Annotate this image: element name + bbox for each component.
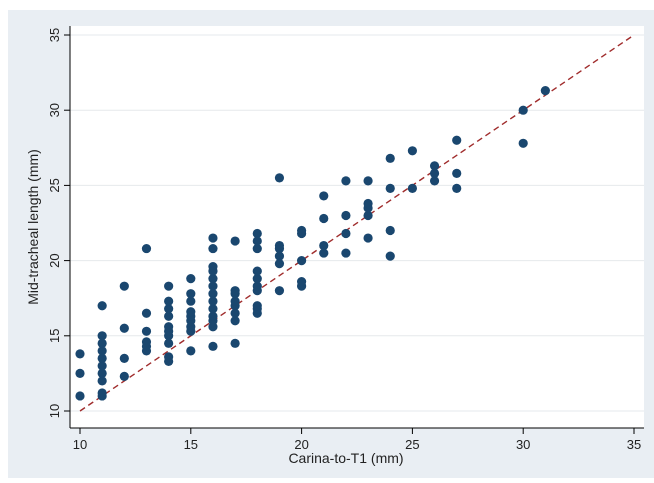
data-point (98, 301, 107, 310)
data-point (120, 282, 129, 291)
y-tick-label: 25 (47, 178, 62, 192)
data-point (142, 337, 151, 346)
data-point (186, 346, 195, 355)
data-point (297, 256, 306, 265)
data-point (98, 331, 107, 340)
data-point (386, 154, 395, 163)
data-point (208, 342, 217, 351)
data-point (541, 86, 550, 95)
data-point (519, 106, 528, 115)
data-point (297, 277, 306, 286)
x-tick-label: 15 (184, 437, 198, 452)
data-point (253, 301, 262, 310)
y-tick-label: 20 (47, 253, 62, 267)
data-point (164, 282, 173, 291)
data-point (120, 354, 129, 363)
data-point (164, 297, 173, 306)
y-tick-label: 15 (47, 329, 62, 343)
data-point (231, 339, 240, 348)
data-point (363, 199, 372, 208)
data-point (98, 388, 107, 397)
data-point (319, 214, 328, 223)
y-tick-label: 30 (47, 103, 62, 117)
data-point (519, 139, 528, 148)
data-point (319, 191, 328, 200)
data-point (120, 324, 129, 333)
x-tick-label: 35 (627, 437, 641, 452)
data-point (319, 241, 328, 250)
data-point (275, 241, 284, 250)
data-point (142, 327, 151, 336)
x-tick-label: 10 (73, 437, 87, 452)
data-point (231, 286, 240, 295)
data-point (297, 226, 306, 235)
data-point (341, 229, 350, 238)
plot-area (70, 26, 644, 428)
data-point (452, 169, 461, 178)
y-axis-title: Mid-tracheal length (mm) (25, 149, 41, 305)
data-point (386, 226, 395, 235)
data-point (186, 274, 195, 283)
data-point (186, 307, 195, 316)
data-point (386, 251, 395, 260)
data-point (164, 322, 173, 331)
data-point (408, 146, 417, 155)
data-point (164, 352, 173, 361)
data-point (452, 136, 461, 145)
data-point (186, 289, 195, 298)
data-point (430, 161, 439, 170)
data-point (253, 267, 262, 276)
data-point (208, 233, 217, 242)
data-point (275, 173, 284, 182)
data-point (363, 233, 372, 242)
data-point (142, 309, 151, 318)
data-point (120, 372, 129, 381)
data-point (452, 184, 461, 193)
data-point (341, 176, 350, 185)
x-axis-title: Carina-to-T1 (mm) (288, 450, 403, 466)
x-tick-label: 25 (405, 437, 419, 452)
data-point (142, 244, 151, 253)
data-point (208, 244, 217, 253)
y-tick-label: 10 (47, 404, 62, 418)
data-point (75, 369, 84, 378)
data-point (208, 262, 217, 271)
data-point (341, 211, 350, 220)
data-point (363, 176, 372, 185)
data-point (275, 286, 284, 295)
data-point (341, 248, 350, 257)
y-tick-label: 35 (47, 28, 62, 42)
data-point (231, 236, 240, 245)
data-point (75, 391, 84, 400)
data-point (253, 229, 262, 238)
data-point (386, 184, 395, 193)
x-tick-label: 30 (516, 437, 530, 452)
data-point (408, 184, 417, 193)
data-point (75, 349, 84, 358)
